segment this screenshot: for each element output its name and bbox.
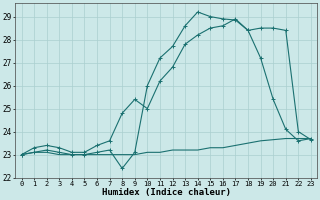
X-axis label: Humidex (Indice chaleur): Humidex (Indice chaleur) (102, 188, 231, 197)
